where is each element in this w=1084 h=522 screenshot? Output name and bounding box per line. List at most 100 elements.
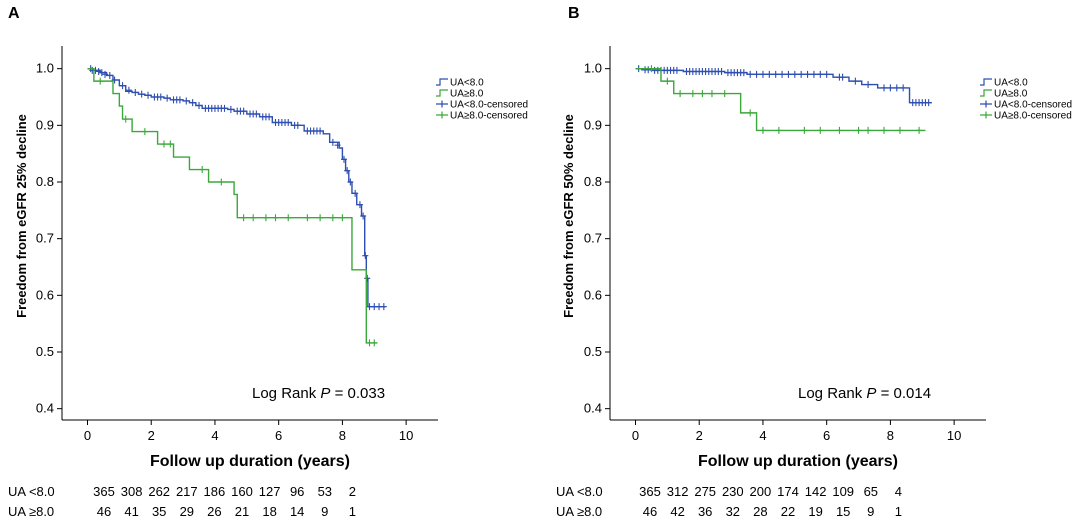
censor-mark	[673, 66, 680, 74]
risk-value: 2	[349, 484, 356, 499]
censor-mark	[344, 167, 351, 175]
risk-value: 28	[753, 504, 767, 519]
log-rank-annotation-b: Log Rank P = 0.014	[798, 385, 931, 402]
censor-mark	[339, 214, 346, 222]
legend-swatch	[980, 111, 992, 119]
risk-value: 15	[836, 504, 850, 519]
x-axis-label-b: Follow up duration (years)	[698, 453, 898, 470]
plot-area-b: 0.4 0.5 0.6 0.7 0.8 0.9 1.0 0 2 4 6 8 10	[584, 46, 986, 443]
censor-mark	[881, 84, 888, 92]
legend-label: UA≥8.0-censored	[994, 111, 1072, 122]
censor-mark	[708, 90, 715, 98]
risk-table-a: UA <8.0 365 308 262 217 186 160 127 96 53 2 UA ≥8.0…	[8, 484, 356, 519]
censor-mark	[125, 86, 132, 94]
censor-mark	[718, 68, 725, 75]
censor-mark	[759, 126, 766, 134]
censor-mark	[893, 84, 900, 92]
y-tick-label: 0.5	[584, 344, 602, 359]
x-tick-label: 4	[759, 428, 766, 443]
risk-value: 262	[148, 484, 170, 499]
risk-value: 365	[93, 484, 115, 499]
censor-mark	[677, 90, 684, 98]
legend-a: UA<8.0UA≥8.0UA<8.0-censoredUA≥8.0-censor…	[436, 78, 528, 122]
censor-mark	[380, 303, 387, 311]
censor-mark	[122, 115, 129, 123]
risk-value: 275	[694, 484, 716, 499]
x-tick-label: 2	[696, 428, 703, 443]
censor-mark	[881, 126, 888, 134]
panel-a: A Freedom from eGFR 25% decline Follow u…	[8, 5, 528, 519]
km-curve-ua-high	[87, 67, 378, 344]
censor-mark	[916, 126, 923, 134]
legend-label: UA≥8.0	[450, 89, 484, 100]
risk-value: 46	[643, 504, 657, 519]
y-tick-label: 0.6	[36, 287, 54, 302]
y-tick-label: 0.9	[584, 117, 602, 132]
censor-mark	[865, 126, 872, 134]
censor-mark	[227, 105, 234, 113]
censor-mark	[329, 138, 336, 146]
censor-mark	[272, 214, 279, 222]
censor-mark	[925, 99, 932, 107]
censor-mark	[810, 70, 817, 78]
y-tick-label: 0.5	[36, 344, 54, 359]
risk-table-b: UA <8.0 365 312 275 230 200 174 142 109 65 4UA ≥8.…	[556, 484, 902, 519]
censor-mark	[689, 90, 696, 98]
censor-mark	[95, 68, 102, 75]
censor-mark	[111, 76, 118, 84]
censor-mark	[183, 97, 190, 105]
risk-value: 127	[259, 484, 281, 499]
legend-swatch	[436, 100, 448, 108]
censor-mark	[766, 70, 773, 78]
y-tick-label: 1.0	[36, 61, 54, 76]
x-tick-label: 2	[148, 428, 155, 443]
risk-value: 9	[867, 504, 874, 519]
risk-value: 142	[805, 484, 827, 499]
panel-label-b: B	[568, 5, 580, 22]
legend-swatch	[436, 78, 448, 86]
risk-value: 21	[235, 504, 249, 519]
km-curve-ua-low	[635, 67, 932, 104]
legend-swatch	[980, 78, 992, 86]
censor-mark	[759, 70, 766, 78]
censor-mark	[721, 90, 728, 98]
censor-mark	[141, 128, 148, 136]
censor-mark	[157, 93, 164, 101]
y-tick-label: 0.9	[36, 117, 54, 132]
censor-mark	[106, 71, 113, 79]
risk-value: 312	[667, 484, 689, 499]
y-tick-label: 0.4	[584, 401, 602, 416]
y-tick-label: 0.8	[36, 174, 54, 189]
risk-value: 1	[349, 504, 356, 519]
censor-mark	[199, 166, 206, 174]
legend-label: UA<8.0	[994, 78, 1028, 89]
censor-mark	[132, 88, 139, 96]
censor-mark	[775, 126, 782, 134]
panel-label-a: A	[8, 5, 20, 22]
censor-mark	[221, 104, 228, 112]
risk-value: 96	[290, 484, 304, 499]
censor-mark	[98, 69, 105, 77]
censor-mark	[119, 82, 126, 90]
legend-label: UA<8.0-censored	[994, 100, 1072, 111]
censor-mark	[648, 65, 655, 73]
x-tick-label: 10	[947, 428, 961, 443]
censor-mark	[164, 94, 171, 102]
y-tick-label: 1.0	[584, 61, 602, 76]
risk-value: 308	[121, 484, 143, 499]
y-axis-label-b: Freedom from eGFR 50% decline	[561, 114, 576, 318]
censor-mark	[791, 70, 798, 78]
risk-row-label: UA ≥8.0	[8, 504, 54, 519]
legend-swatch	[436, 89, 448, 97]
censor-mark	[294, 121, 301, 129]
censor-mark	[779, 70, 786, 78]
risk-value: 53	[318, 484, 332, 499]
censor-mark	[347, 178, 354, 186]
censor-mark	[865, 81, 872, 89]
legend-swatch	[436, 111, 448, 119]
censor-mark	[102, 70, 109, 78]
x-tick-label: 0	[84, 428, 91, 443]
censor-mark	[804, 70, 811, 78]
km-curve-ua-high	[635, 67, 926, 132]
risk-value: 32	[726, 504, 740, 519]
